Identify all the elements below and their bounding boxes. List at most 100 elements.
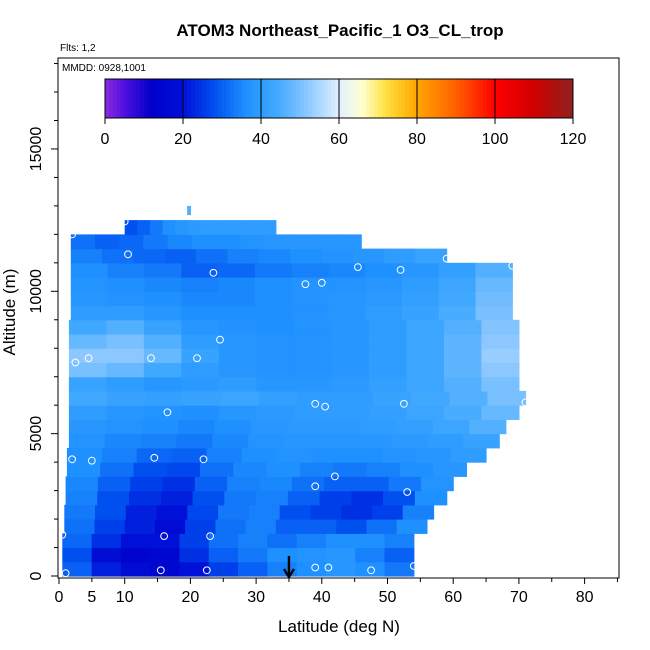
heat-cell	[384, 533, 415, 549]
colorbar-segment	[530, 79, 535, 118]
heat-cell	[227, 476, 260, 492]
heat-cell	[106, 348, 145, 363]
heat-cell	[238, 547, 268, 563]
x-tick-label: 30	[247, 589, 265, 606]
heat-cell	[291, 291, 329, 307]
sample-point	[324, 563, 333, 572]
heat-cell	[451, 447, 487, 463]
heat-cell	[120, 533, 151, 549]
heat-cell	[291, 277, 329, 292]
colorbar-segment	[214, 79, 219, 118]
heat-cell	[107, 291, 145, 307]
colorbar-segment	[346, 79, 352, 118]
heat-cell	[396, 519, 428, 534]
heat-cell	[356, 476, 390, 492]
heat-cell	[443, 319, 482, 335]
heat-cell	[336, 519, 368, 534]
heat-cell	[368, 348, 407, 363]
colorbar-segment	[440, 79, 445, 118]
chart-title: ATOM3 Northeast_Pacific_1 O3_CL_trop	[176, 21, 503, 40]
heat-cell	[181, 291, 219, 307]
heat-cell	[328, 291, 366, 307]
colorbar-segment	[292, 79, 297, 118]
colorbar-segment	[471, 79, 476, 118]
colorbar-segment	[526, 79, 531, 118]
heat-cell	[293, 348, 332, 363]
heat-cell	[68, 405, 107, 420]
y-tick-label: 5000	[28, 416, 45, 452]
colorbar-segment	[354, 79, 359, 118]
heat-cell	[323, 419, 361, 435]
heat-cell	[218, 262, 256, 278]
colorbar-segment	[268, 79, 274, 118]
colorbar-segment	[459, 79, 465, 118]
heat-cell	[181, 262, 219, 278]
colorbar-segment	[370, 79, 375, 118]
heat-cell	[238, 533, 268, 549]
heat-cell	[105, 419, 143, 435]
colorbar-segment	[569, 79, 574, 118]
colorbar-segment	[311, 79, 317, 118]
heat-cell	[107, 262, 145, 278]
heat-cell	[443, 362, 482, 378]
heat-cell	[218, 277, 256, 292]
colorbar-segment	[303, 79, 309, 118]
heat-cell	[187, 205, 191, 215]
heat-cell	[106, 405, 145, 420]
heat-cell	[352, 248, 385, 264]
heat-cell	[106, 362, 145, 378]
x-tick-label: 20	[182, 589, 200, 606]
sample-point	[400, 399, 408, 408]
heat-cell	[162, 220, 176, 235]
colorbar-segment	[229, 79, 235, 118]
colorbar-segment	[436, 79, 441, 118]
heat-cell	[328, 262, 366, 278]
colorbar-segment	[495, 79, 500, 118]
heat-cell	[481, 405, 520, 420]
heat-cell	[443, 376, 482, 392]
heat-cell	[381, 447, 417, 463]
heat-cell	[365, 262, 403, 278]
heat-cell	[181, 405, 220, 420]
colorbar-tick-label: 0	[101, 131, 110, 148]
heat-cell	[487, 390, 527, 406]
colorbar-segment	[264, 79, 270, 118]
colorbar-segment	[350, 79, 356, 118]
colorbar: 0 20 40 60 80 100 120	[101, 78, 586, 148]
latitude-marker-arrow	[282, 556, 295, 580]
heat-cell	[191, 234, 217, 250]
heat-cell	[293, 319, 332, 335]
sample-point	[396, 266, 405, 274]
colorbar-segment	[140, 79, 145, 118]
heat-cell	[196, 248, 228, 264]
heat-cell	[373, 390, 412, 406]
heat-cell	[124, 220, 138, 235]
heat-cell	[215, 519, 247, 534]
heat-cell	[365, 291, 403, 307]
heat-cell	[97, 476, 131, 492]
colorbar-segment	[331, 79, 336, 118]
heat-cell	[411, 390, 450, 406]
sample-point	[84, 354, 93, 363]
colorbar-segment	[300, 79, 305, 118]
colorbar-segment	[549, 79, 554, 118]
colorbar-segment	[319, 79, 324, 118]
colorbar-segment	[237, 79, 242, 118]
colorbar-segment	[136, 79, 141, 118]
heat-cell	[325, 547, 356, 563]
heat-cell	[143, 334, 182, 349]
colorbar-segment	[413, 79, 418, 118]
sample-point	[206, 532, 215, 540]
y-axis-label: Altitude (m)	[0, 269, 19, 356]
colorbar-segment	[116, 79, 122, 118]
sample-point	[317, 278, 326, 287]
sample-point	[124, 250, 132, 259]
colorbar-segment	[409, 79, 414, 118]
colorbar-segment	[522, 79, 527, 118]
heat-cell	[181, 277, 219, 292]
heat-cell	[133, 248, 166, 264]
heat-cell	[101, 447, 138, 463]
heat-cell	[406, 405, 445, 420]
heat-cell	[355, 547, 386, 563]
heat-cell	[443, 348, 482, 363]
